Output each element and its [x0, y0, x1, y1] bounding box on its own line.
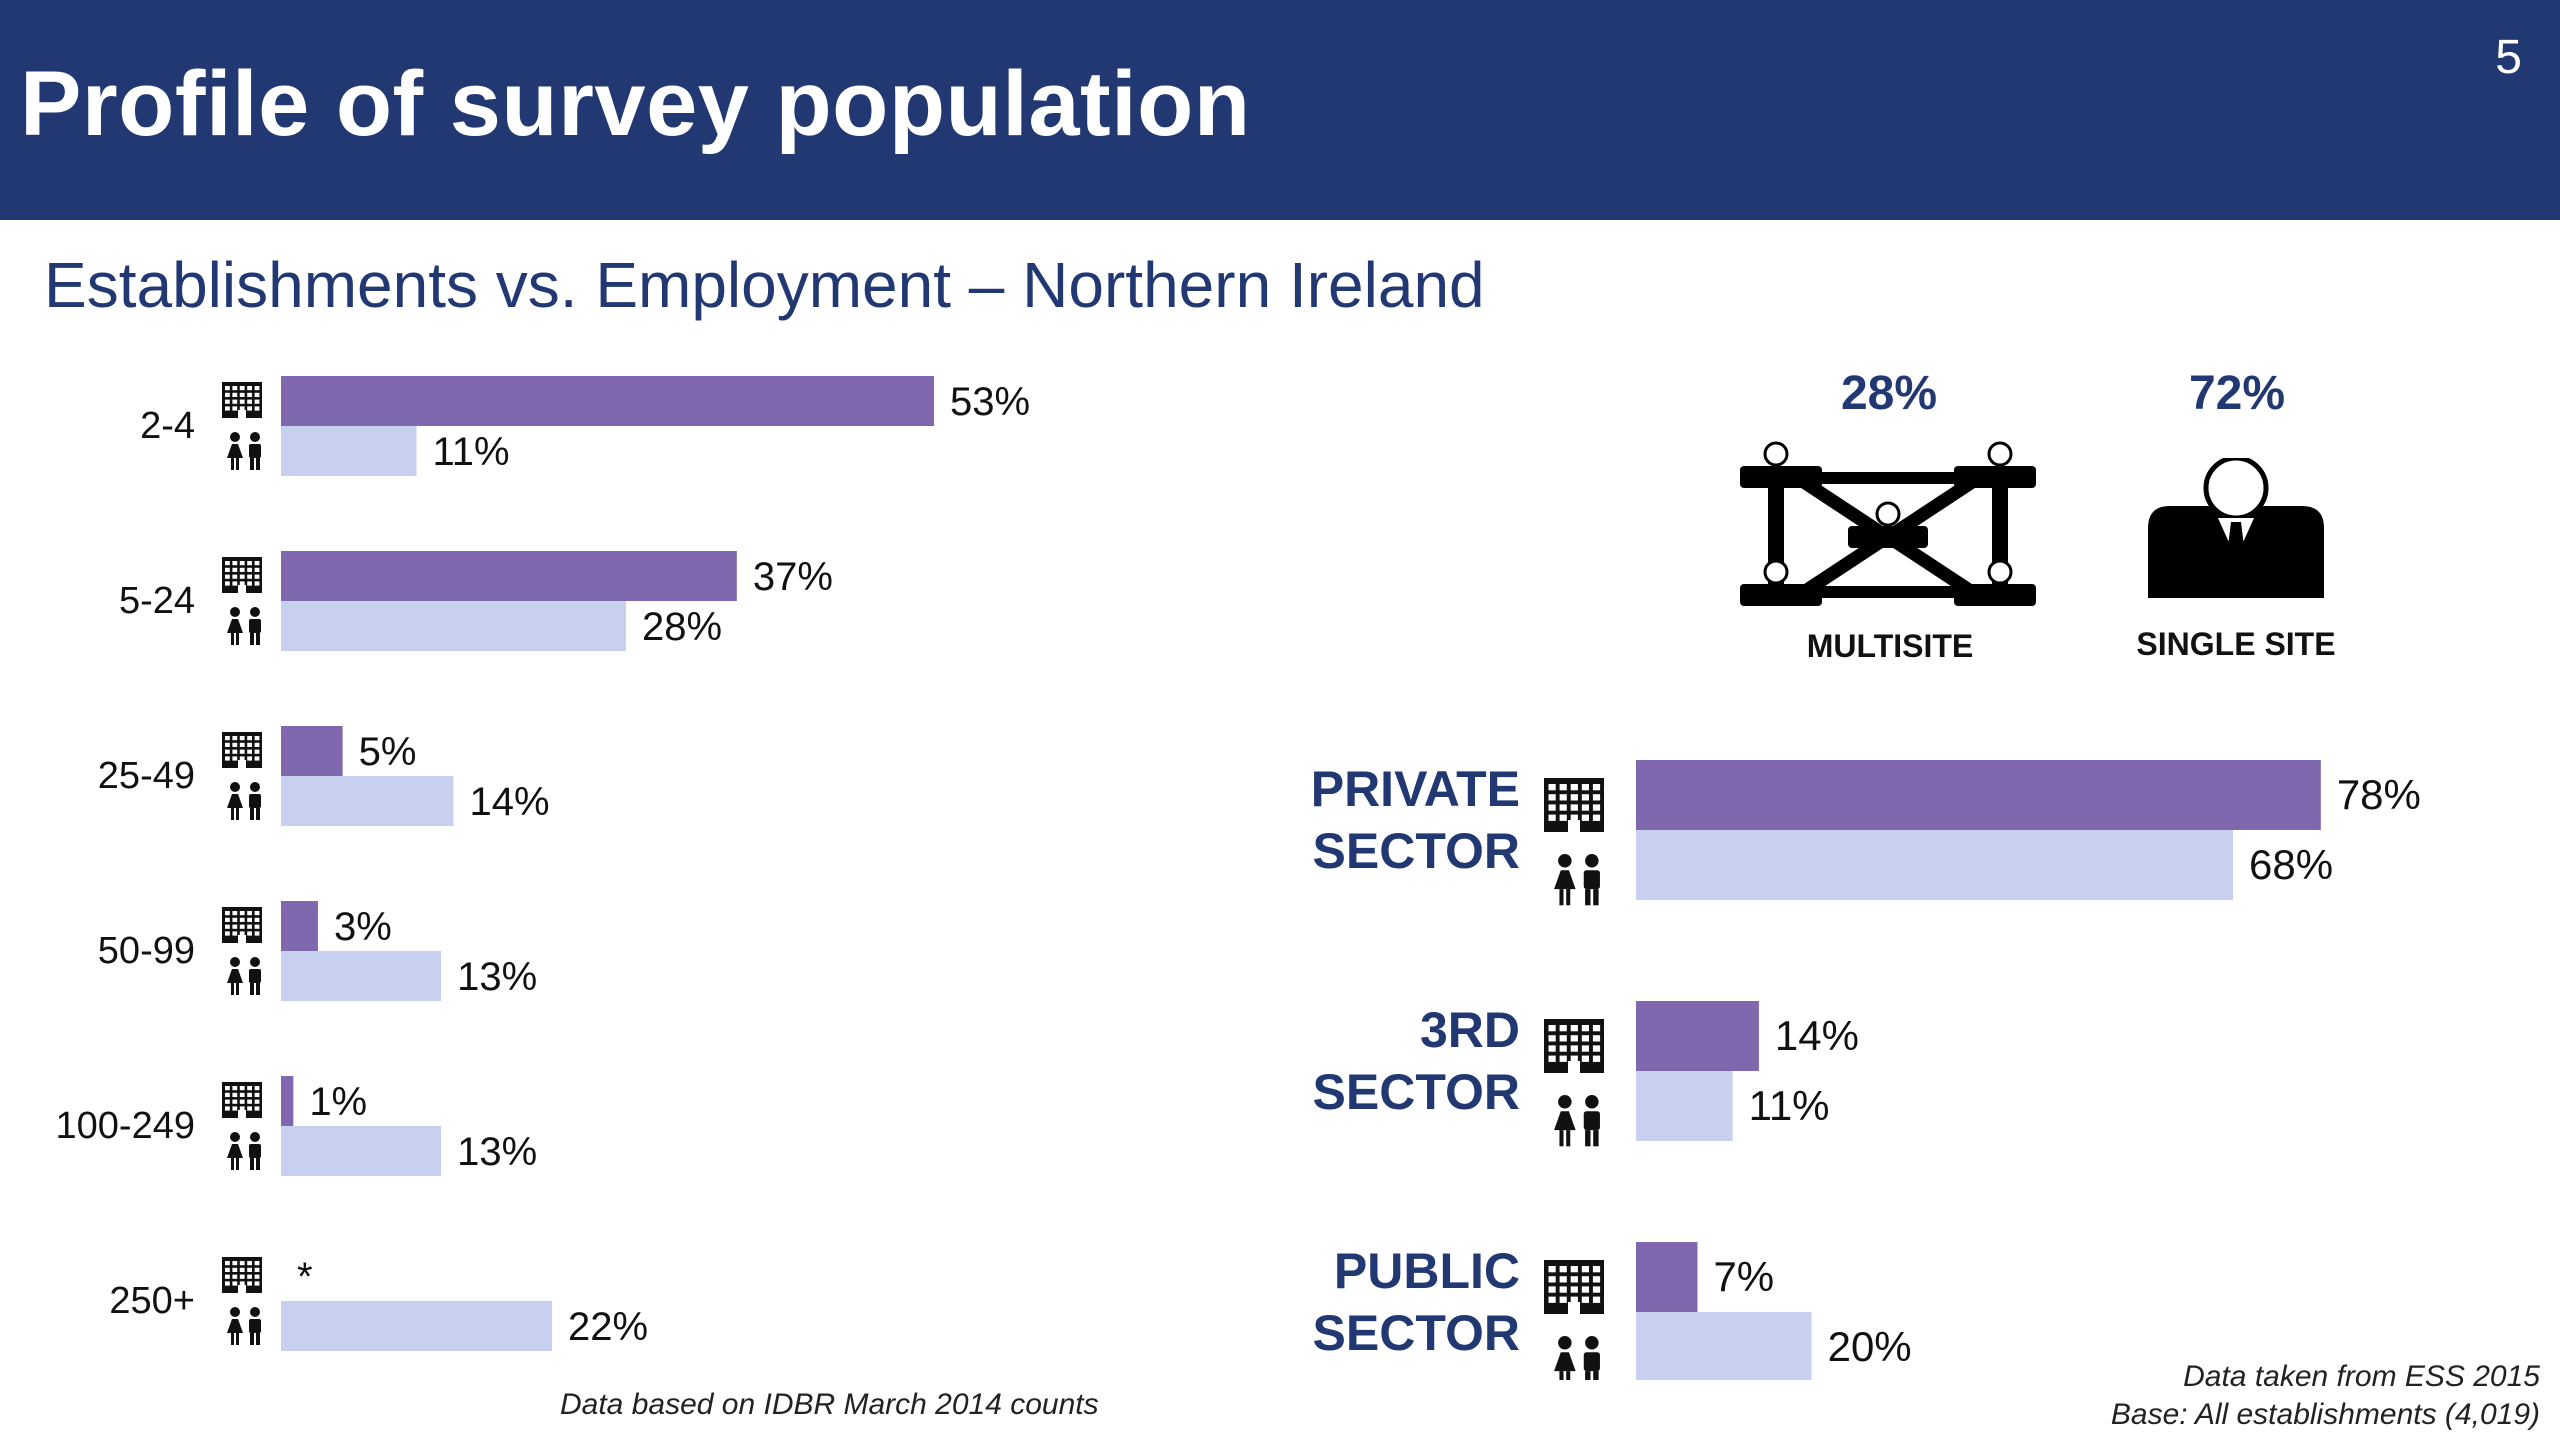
people-icon [227, 782, 261, 820]
bar-value-label: 11% [433, 430, 510, 474]
people-icon [227, 957, 261, 995]
employment-bar [281, 776, 454, 826]
category-label: 250+ [109, 1280, 195, 1322]
employment-bar [281, 426, 417, 476]
right-footnote-line-1: Data taken from ESS 2015 [2183, 1360, 2540, 1393]
building-icon [1544, 1019, 1604, 1073]
people-icon [1554, 854, 1600, 906]
bar-value-label: 3% [334, 905, 392, 949]
bar-value-label: 53% [950, 380, 1030, 424]
bar-value-label: 37% [753, 555, 833, 599]
bar-value-label: 7% [1713, 1253, 1774, 1300]
building-icon [222, 382, 262, 418]
multisite-label: MULTISITE [1806, 628, 1974, 664]
sector-label: SECTOR [1313, 1305, 1520, 1361]
size-band-chart: 2-4 53% 11% 5-24 37% 28% 25-49 5% 14% 50-99 3% 13% 1… [56, 376, 1030, 1351]
people-icon [1554, 1336, 1600, 1380]
building-icon [222, 732, 262, 768]
establishments-bar [1636, 1001, 1759, 1071]
right-footnote: Data taken from ESS 2015 Base: All estab… [2111, 1358, 2540, 1434]
bar-value-label: 14% [1775, 1012, 1859, 1059]
single-site-percent: 72% [2188, 367, 2286, 420]
category-label: 50-99 [98, 930, 195, 972]
category-label: 2-4 [140, 405, 195, 447]
employment-bar [281, 1126, 442, 1176]
bar-value-label: 28% [642, 605, 722, 649]
right-footnote-line-2: Base: All establishments (4,019) [2110, 1398, 2540, 1431]
people-icon [1554, 1095, 1600, 1147]
bar-value-label: 68% [2249, 841, 2333, 888]
employment-bar [281, 951, 442, 1001]
category-label: 5-24 [119, 580, 195, 622]
establishments-bar [281, 551, 737, 601]
establishments-bar [281, 726, 343, 776]
multisite-percent: 28% [1840, 367, 1938, 420]
employment-bar [1636, 830, 2234, 900]
employment-bar [281, 601, 626, 651]
people-icon [227, 607, 261, 645]
bar-value-label: 5% [359, 730, 417, 774]
building-icon [222, 1082, 262, 1118]
people-icon [227, 1132, 261, 1170]
employment-bar [281, 1301, 553, 1351]
establishments-bar [281, 901, 318, 951]
category-label: 25-49 [98, 755, 195, 797]
employment-bar [1636, 1312, 1812, 1380]
employment-bar [1636, 1071, 1733, 1141]
page-number: 5 [2495, 31, 2522, 84]
sector-label: SECTOR [1313, 823, 1520, 879]
building-icon [1544, 1260, 1604, 1314]
building-icon [222, 1257, 262, 1293]
sector-label: 3RD [1420, 1002, 1520, 1058]
chart-subtitle: Establishments vs. Employment – Northern… [44, 249, 1485, 321]
people-icon [227, 1307, 261, 1345]
establishments-bar [281, 376, 934, 426]
bar-value-label: 13% [457, 1130, 537, 1174]
building-icon [1544, 778, 1604, 832]
bar-value-label: 20% [1828, 1323, 1912, 1370]
establishments-bar [1636, 760, 2321, 830]
bar-value-label: 22% [568, 1305, 648, 1349]
sector-label: PUBLIC [1334, 1243, 1520, 1299]
sector-label: SECTOR [1313, 1064, 1520, 1120]
single-person-icon [2148, 458, 2324, 598]
bar-value-label: 13% [457, 955, 537, 999]
bar-value-label: 11% [1749, 1082, 1830, 1129]
bar-value-label: 14% [469, 780, 549, 824]
bar-value-label: 1% [309, 1080, 367, 1124]
establishments-bar [281, 1076, 294, 1126]
page-title: Profile of survey population [20, 53, 1251, 155]
category-label: 100-249 [56, 1105, 195, 1147]
multisite-network-icon [1740, 441, 2036, 606]
people-icon [227, 432, 261, 470]
left-footnote: Data based on IDBR March 2014 counts [560, 1388, 1099, 1421]
establishments-bar [1636, 1242, 1698, 1312]
single-site-label: SINGLE SITE [2136, 626, 2336, 662]
building-icon [222, 907, 262, 943]
bar-value-label: 78% [2337, 771, 2421, 818]
header-bar: Profile of survey population 5 [0, 0, 2560, 220]
building-icon [222, 557, 262, 593]
sector-label: PRIVATE [1311, 761, 1520, 817]
bar-value-label: * [297, 1255, 313, 1299]
sector-chart: PRIVATE SECTOR 78%68% 3RD SECTOR 14% 11% PUBLIC… [1311, 760, 2421, 1380]
